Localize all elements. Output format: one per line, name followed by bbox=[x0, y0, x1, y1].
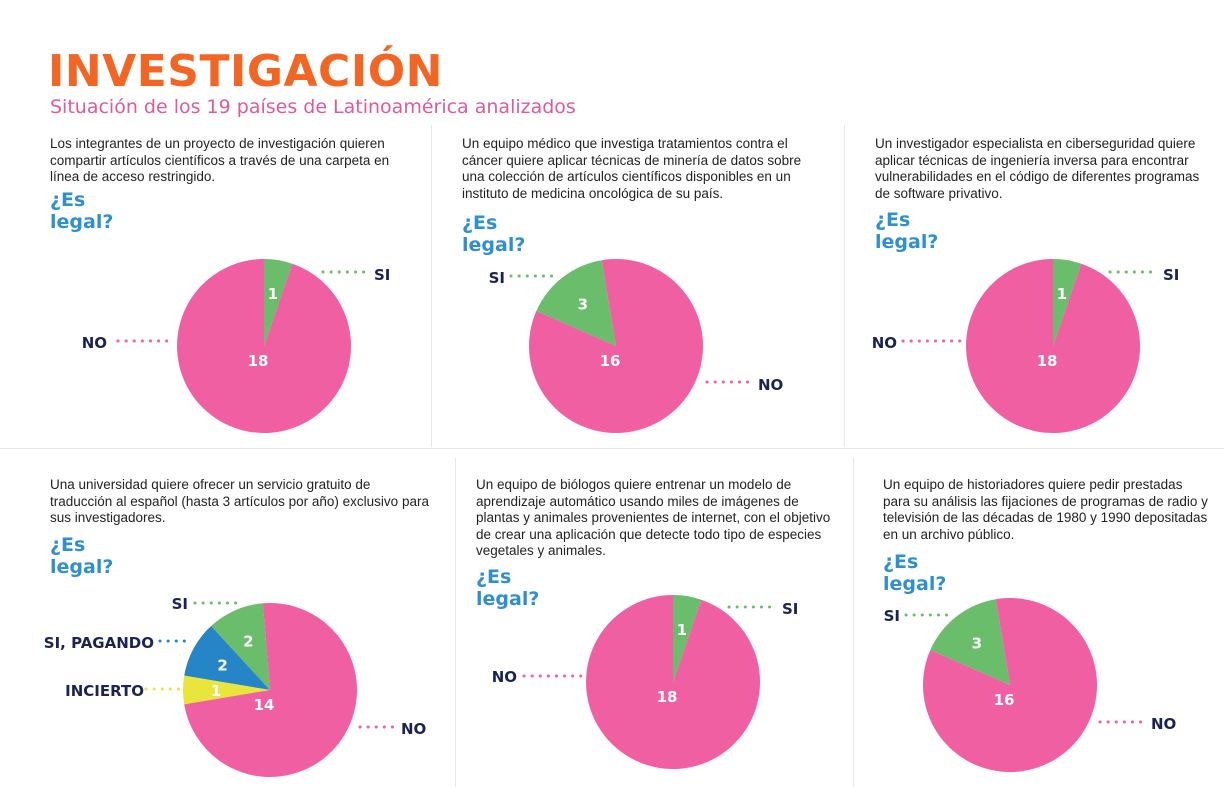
pie-slice-si bbox=[211, 603, 270, 690]
pie-slice-no bbox=[184, 603, 358, 778]
legend-label-si: SI bbox=[489, 269, 505, 287]
slice-value-label: 2 bbox=[243, 633, 253, 651]
slice-value-label: 3 bbox=[578, 295, 588, 313]
pie-slice-si bbox=[930, 599, 1010, 685]
question-heading: ¿Es legal? bbox=[50, 189, 114, 233]
question-text: Un equipo de historiadores quiere pedir … bbox=[883, 477, 1208, 542]
pie-slice-si bbox=[264, 259, 293, 346]
pie-slice-no bbox=[177, 259, 352, 433]
pie-slice-si bbox=[673, 595, 702, 682]
slice-value-label: 2 bbox=[217, 656, 227, 674]
question-text: Una universidad quiere ofrecer un servic… bbox=[50, 477, 429, 525]
slice-value-label: 14 bbox=[254, 696, 275, 714]
column-divider bbox=[431, 125, 432, 447]
question-heading: ¿Es legal? bbox=[875, 209, 939, 253]
legend-label-no: NO bbox=[82, 334, 107, 352]
legend-label-si: SI bbox=[172, 595, 188, 613]
question-text: Un investigador especialista en ciberseg… bbox=[875, 136, 1200, 201]
legend-label-si: SI bbox=[374, 266, 390, 284]
pie-slice-no bbox=[966, 259, 1141, 433]
legend-label-no: NO bbox=[872, 334, 897, 352]
page-title: INVESTIGACIÓN bbox=[48, 46, 443, 97]
question-heading: ¿Es legal? bbox=[883, 551, 947, 595]
pie-slice-no bbox=[922, 598, 1097, 773]
column-divider bbox=[844, 125, 845, 447]
question-heading: ¿Es legal? bbox=[50, 534, 114, 578]
question-text: Los integrantes de un proyecto de invest… bbox=[50, 136, 390, 184]
question-text: Un equipo médico que investiga tratamien… bbox=[462, 136, 802, 201]
slice-value-label: 16 bbox=[600, 352, 621, 370]
question-heading: ¿Es legal? bbox=[462, 212, 526, 256]
slice-value-label: 1 bbox=[211, 682, 221, 700]
slice-value-label: 1 bbox=[268, 285, 278, 303]
legend-label-no: NO bbox=[401, 720, 426, 738]
slice-value-label: 1 bbox=[677, 621, 687, 639]
pie-slice-si bbox=[1053, 259, 1082, 346]
legend-label-si-pagando: SI, PAGANDO bbox=[44, 634, 154, 652]
slice-value-label: 1 bbox=[1057, 285, 1067, 303]
slice-value-label: 16 bbox=[994, 691, 1015, 709]
pie-slice-no bbox=[528, 259, 703, 434]
slice-value-label: 3 bbox=[972, 634, 982, 652]
pie-slice-si bbox=[536, 260, 616, 346]
pie-slice-no bbox=[586, 595, 761, 769]
legend-label-si: SI bbox=[884, 607, 900, 625]
slice-value-label: 18 bbox=[657, 688, 678, 706]
legend-label-no: NO bbox=[758, 376, 783, 394]
column-divider bbox=[455, 458, 456, 787]
column-divider bbox=[853, 458, 854, 787]
question-text: Un equipo de biólogos quiere entrenar un… bbox=[476, 477, 831, 558]
page-subtitle: Situación de los 19 países de Latinoamér… bbox=[50, 96, 576, 118]
legend-label-incierto: INCIERTO bbox=[65, 682, 144, 700]
pie-slice-incierto bbox=[183, 675, 270, 705]
question-heading: ¿Es legal? bbox=[476, 566, 540, 610]
legend-label-no: NO bbox=[492, 668, 517, 686]
row-divider bbox=[0, 448, 1224, 449]
legend-label-si: SI bbox=[782, 600, 798, 618]
slice-value-label: 18 bbox=[248, 352, 269, 370]
pie-slice-si-pagando bbox=[184, 625, 270, 690]
legend-label-si: SI bbox=[1163, 266, 1179, 284]
slice-value-label: 18 bbox=[1037, 352, 1058, 370]
legend-label-no: NO bbox=[1151, 715, 1176, 733]
